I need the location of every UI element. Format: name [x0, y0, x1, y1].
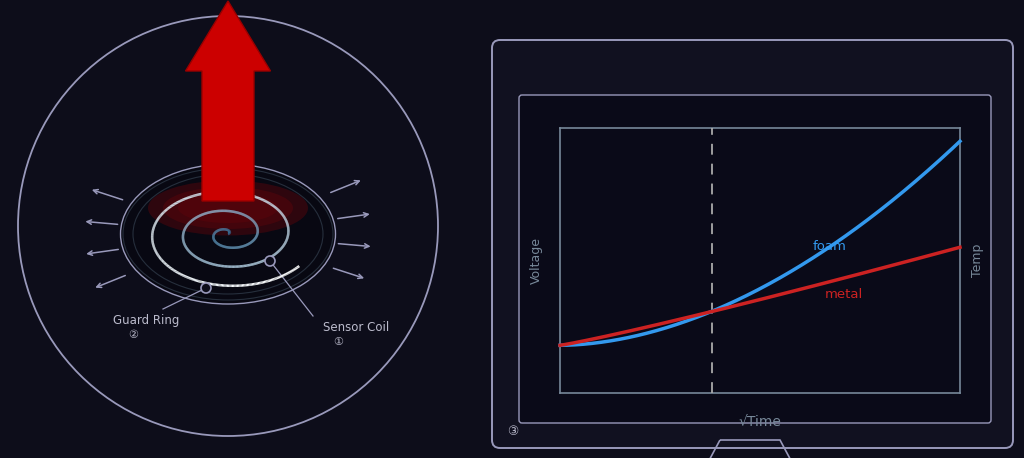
- Ellipse shape: [148, 180, 308, 235]
- Text: ③: ③: [507, 425, 518, 438]
- Text: Sensor Coil: Sensor Coil: [323, 321, 389, 334]
- Text: Guard Ring: Guard Ring: [113, 314, 179, 327]
- Text: ②: ②: [128, 330, 138, 340]
- Circle shape: [265, 256, 275, 266]
- Text: Temp: Temp: [972, 244, 984, 277]
- Ellipse shape: [121, 164, 336, 304]
- Text: ①: ①: [333, 337, 343, 347]
- Ellipse shape: [163, 187, 293, 229]
- Circle shape: [201, 283, 211, 293]
- Text: Voltage: Voltage: [529, 237, 543, 284]
- FancyBboxPatch shape: [519, 95, 991, 423]
- FancyBboxPatch shape: [492, 40, 1013, 448]
- Text: √Time: √Time: [738, 415, 781, 429]
- Polygon shape: [185, 1, 270, 201]
- Ellipse shape: [178, 193, 278, 223]
- Text: foam: foam: [813, 240, 847, 253]
- Text: metal: metal: [825, 288, 863, 301]
